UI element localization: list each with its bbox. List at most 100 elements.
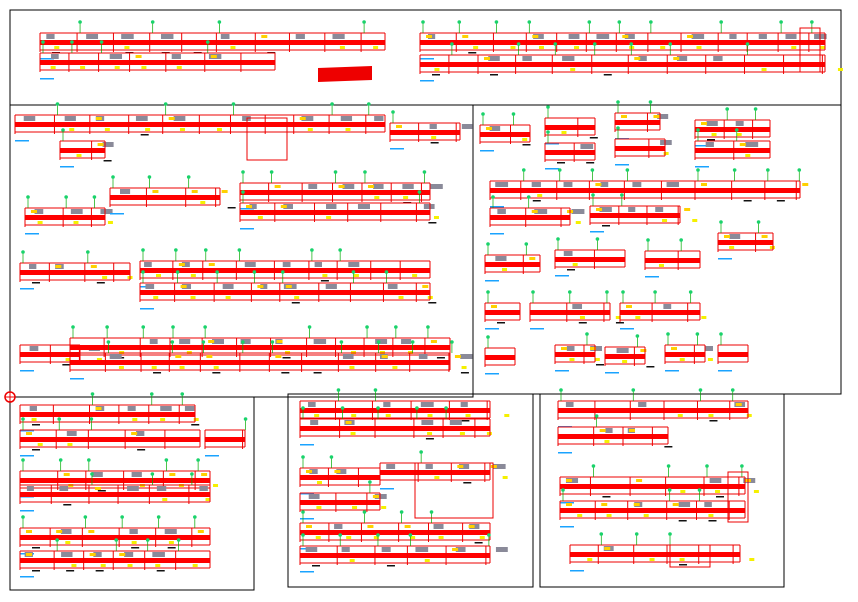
- tag: [26, 432, 32, 435]
- note: [463, 482, 472, 484]
- diffuser: [486, 290, 490, 294]
- equipment: [565, 402, 574, 407]
- equipment: [120, 189, 131, 194]
- tag: [575, 221, 581, 224]
- equipment: [429, 124, 437, 129]
- note: [436, 357, 445, 359]
- equipment: [522, 56, 532, 61]
- duct: [485, 355, 515, 360]
- equipment: [709, 478, 722, 483]
- label-line: [140, 308, 154, 310]
- tag: [426, 35, 432, 38]
- room-outline: [669, 544, 711, 568]
- tag: [316, 481, 322, 484]
- diffuser: [252, 270, 257, 274]
- equipment: [455, 547, 466, 552]
- panel-frame: [287, 393, 534, 588]
- tag: [132, 418, 138, 421]
- label-line: [645, 276, 659, 278]
- tag: [55, 265, 62, 268]
- tag: [711, 133, 717, 136]
- note: [96, 282, 105, 284]
- diffuser: [269, 170, 274, 174]
- tag: [261, 35, 268, 38]
- diffuser: [90, 392, 95, 396]
- label-line: [20, 510, 34, 512]
- tag: [424, 559, 430, 562]
- duct: [390, 130, 460, 135]
- equipment: [308, 184, 318, 189]
- equipment: [325, 284, 337, 289]
- note: [32, 449, 40, 451]
- equipment: [222, 284, 234, 289]
- equipment: [156, 486, 167, 491]
- tag: [37, 221, 43, 224]
- diffuser: [415, 406, 419, 410]
- tag: [658, 264, 664, 267]
- tag: [367, 525, 374, 528]
- tag: [90, 265, 97, 268]
- note: [430, 142, 439, 144]
- diffuser: [61, 128, 65, 132]
- label-line: [70, 378, 84, 380]
- tag: [700, 183, 707, 186]
- tag: [604, 440, 610, 443]
- tag: [162, 498, 168, 501]
- tag: [205, 498, 211, 501]
- tag: [635, 316, 641, 319]
- note: [32, 424, 40, 426]
- tag: [285, 285, 292, 288]
- equipment: [492, 464, 506, 469]
- tag: [246, 205, 252, 208]
- diffuser: [231, 102, 236, 106]
- diffuser: [417, 190, 422, 194]
- diffuser: [399, 510, 404, 514]
- tag: [633, 503, 640, 506]
- tag: [561, 131, 567, 134]
- diffuser: [599, 532, 604, 536]
- tag: [636, 479, 643, 482]
- tag: [604, 547, 611, 550]
- diffuser: [367, 102, 371, 106]
- tag: [151, 366, 157, 369]
- note: [589, 137, 598, 139]
- equipment: [605, 428, 613, 433]
- duct: [605, 354, 645, 359]
- note: [707, 139, 715, 141]
- equipment: [415, 547, 429, 552]
- diffuser: [64, 195, 68, 199]
- tag: [314, 414, 320, 417]
- tag: [179, 128, 185, 131]
- tag: [572, 263, 578, 266]
- diffuser: [668, 532, 672, 536]
- diffuser: [21, 458, 25, 462]
- tag: [127, 564, 133, 567]
- label-line: [40, 78, 54, 80]
- diffuser: [365, 325, 369, 329]
- equipment: [758, 34, 767, 39]
- duct: [20, 535, 210, 540]
- tag: [729, 246, 735, 249]
- duct: [420, 62, 825, 67]
- duct: [300, 408, 490, 413]
- diffuser: [631, 388, 636, 392]
- diffuser: [362, 20, 366, 24]
- tag: [606, 514, 612, 517]
- tag: [392, 366, 398, 369]
- diffuser: [705, 464, 709, 468]
- note: [461, 420, 470, 422]
- diffuser: [87, 458, 91, 462]
- note: [428, 222, 437, 224]
- tag: [708, 514, 714, 517]
- diffuser: [444, 406, 448, 410]
- diffuser: [147, 175, 152, 179]
- equipment: [220, 34, 230, 39]
- diffuser: [635, 334, 640, 338]
- diffuser: [457, 20, 462, 24]
- diffuser: [190, 472, 194, 476]
- equipment: [373, 184, 384, 189]
- tag: [404, 525, 411, 528]
- label-line: [40, 58, 54, 60]
- tag: [352, 506, 358, 509]
- tag: [306, 470, 312, 473]
